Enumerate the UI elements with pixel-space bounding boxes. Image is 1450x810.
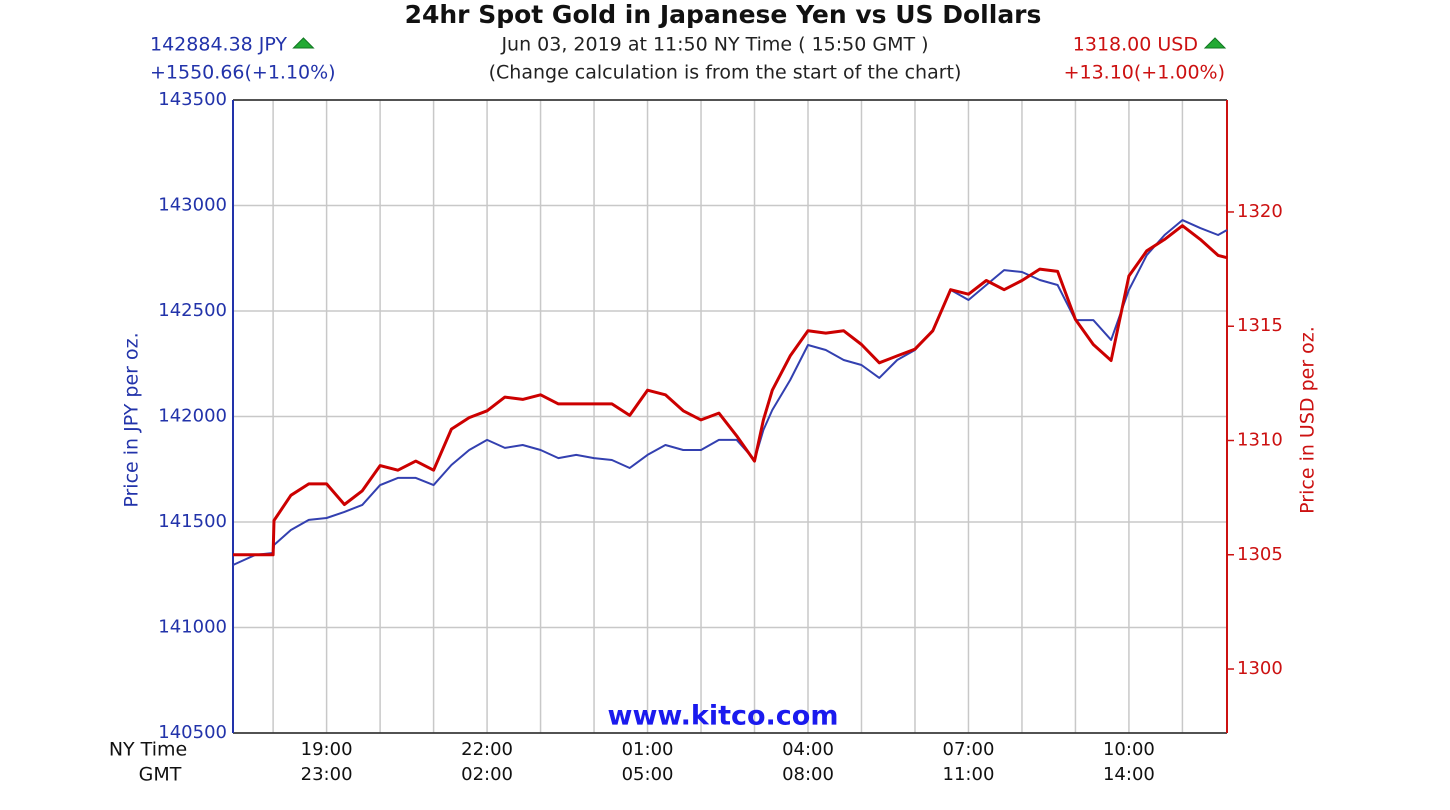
y-tick-label: 142500 — [158, 300, 227, 321]
price-line — [233, 224, 1228, 557]
x-tick-label: 22:00 — [461, 739, 513, 760]
x-tick-label: 05:00 — [622, 764, 674, 785]
y2-axis-label: Price in USD per oz. — [1297, 326, 1319, 514]
y2-tick-label: 1315 — [1237, 315, 1283, 336]
y2-tick-label: 1320 — [1237, 201, 1283, 222]
y-tick-label: 143000 — [158, 195, 227, 216]
y-tick-label: 140500 — [158, 722, 227, 743]
x-tick-label: 11:00 — [943, 764, 995, 785]
chart-title: 24hr Spot Gold in Japanese Yen vs US Dol… — [405, 0, 1042, 29]
x-axis-label: NY Time — [109, 739, 187, 761]
up-arrow — [1203, 37, 1227, 49]
x-tick-label: 08:00 — [782, 764, 834, 785]
y2-tick-label: 1300 — [1237, 658, 1283, 679]
right-price: 1318.00 USD — [1073, 34, 1198, 56]
y-tick-label: 141000 — [158, 617, 227, 638]
x-tick-label: 04:00 — [782, 739, 834, 760]
x-tick-label: 23:00 — [301, 764, 353, 785]
x-axis-label: GMT — [139, 764, 182, 786]
left-price: 142884.38 JPY — [150, 34, 287, 56]
y-tick-label: 142000 — [158, 406, 227, 427]
y2-tick-label: 1310 — [1237, 429, 1283, 450]
x-tick-label: 19:00 — [301, 739, 353, 760]
x-tick-label: 01:00 — [622, 739, 674, 760]
y2-tick-label: 1305 — [1237, 544, 1283, 565]
left-change: +1550.66(+1.10%) — [150, 62, 336, 84]
watermark: www.kitco.com — [608, 701, 839, 732]
up-arrow — [292, 37, 315, 49]
note: (Change calculation is from the start of… — [489, 62, 962, 84]
price-line — [232, 219, 1228, 566]
x-tick-label: 14:00 — [1103, 764, 1155, 785]
subtitle: Jun 03, 2019 at 11:50 NY Time ( 15:50 GM… — [500, 34, 928, 56]
y-axis-label: Price in JPY per oz. — [121, 332, 143, 507]
y-tick-label: 143500 — [158, 89, 227, 110]
x-tick-label: 02:00 — [461, 764, 513, 785]
x-tick-label: 07:00 — [943, 739, 995, 760]
right-change: +13.10(+1.00%) — [1064, 62, 1225, 84]
y-tick-label: 141500 — [158, 511, 227, 532]
x-tick-label: 10:00 — [1103, 739, 1155, 760]
